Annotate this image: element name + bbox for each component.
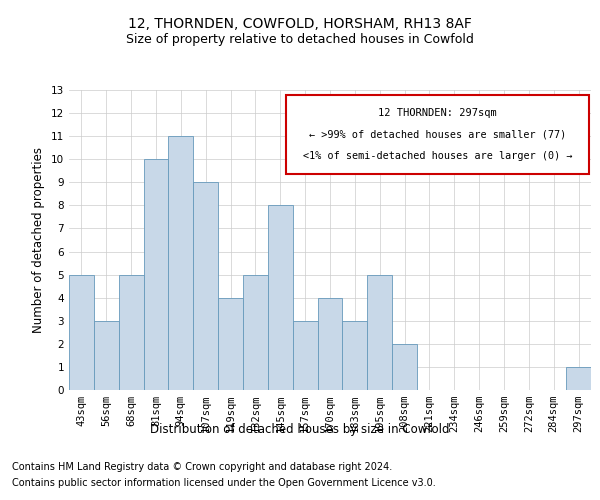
Bar	[218, 298, 243, 390]
Bar	[193, 182, 218, 390]
Bar	[317, 298, 343, 390]
Text: Contains HM Land Registry data © Crown copyright and database right 2024.: Contains HM Land Registry data © Crown c…	[12, 462, 392, 472]
Text: Distribution of detached houses by size in Cowfold: Distribution of detached houses by size …	[150, 422, 450, 436]
Bar	[268, 206, 293, 390]
Y-axis label: Number of detached properties: Number of detached properties	[32, 147, 46, 333]
Bar	[143, 159, 169, 390]
Text: Contains public sector information licensed under the Open Government Licence v3: Contains public sector information licen…	[12, 478, 436, 488]
FancyBboxPatch shape	[286, 94, 589, 174]
Text: ← >99% of detached houses are smaller (77): ← >99% of detached houses are smaller (7…	[309, 129, 566, 139]
Bar	[392, 344, 417, 390]
Text: <1% of semi-detached houses are larger (0) →: <1% of semi-detached houses are larger (…	[303, 150, 572, 160]
Bar	[293, 321, 317, 390]
Text: 12 THORNDEN: 297sqm: 12 THORNDEN: 297sqm	[378, 108, 497, 118]
Bar	[243, 274, 268, 390]
Text: Size of property relative to detached houses in Cowfold: Size of property relative to detached ho…	[126, 32, 474, 46]
Bar	[119, 274, 143, 390]
Bar	[343, 321, 367, 390]
Bar	[169, 136, 193, 390]
Bar	[94, 321, 119, 390]
Bar	[566, 367, 591, 390]
Bar	[367, 274, 392, 390]
Bar	[69, 274, 94, 390]
Text: 12, THORNDEN, COWFOLD, HORSHAM, RH13 8AF: 12, THORNDEN, COWFOLD, HORSHAM, RH13 8AF	[128, 18, 472, 32]
